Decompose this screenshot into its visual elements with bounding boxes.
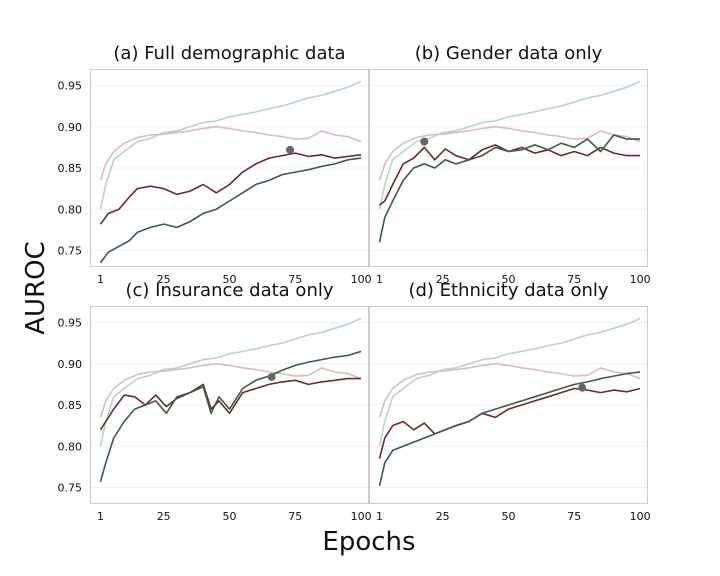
- x-tick-label: 25: [436, 273, 450, 286]
- x-tick-label: 25: [157, 273, 171, 286]
- series-line-dark-green: [378, 134, 641, 243]
- x-tick-label: 100: [630, 510, 651, 523]
- plot-frame: [369, 69, 648, 267]
- series-line-light-pink: [378, 363, 641, 418]
- series-line-dark-green: [378, 371, 641, 486]
- x-tick-label: 50: [502, 510, 516, 523]
- x-axis-label: Epochs: [322, 527, 415, 557]
- x-tick-label: 1: [97, 273, 104, 286]
- panel-4: (d) Ethnicity data only 1 25 50 75 100: [369, 280, 651, 523]
- y-tick-label: 0.85: [58, 162, 83, 175]
- y-axis-label: AUROC: [21, 241, 51, 335]
- series-line-light-pink: [378, 125, 641, 181]
- series-line-light-pink: [99, 125, 362, 181]
- marker-point: [578, 383, 587, 392]
- panels: (a) Full demographic data 0.75 0.80 0.85 0.9…: [58, 43, 651, 523]
- x-tick-label: 1: [376, 510, 383, 523]
- chart-title: (b) Gender data only: [415, 43, 603, 64]
- x-tick-label: 75: [288, 273, 302, 286]
- series-line-dark-red: [379, 144, 641, 206]
- x-tick-label: 75: [567, 273, 581, 286]
- panel-2: (b) Gender data only 1 25 50 75 100: [369, 43, 651, 286]
- series-line-light-green: [99, 317, 362, 447]
- x-tick-label: 100: [630, 273, 651, 286]
- y-tick-label: 0.80: [58, 440, 83, 453]
- series-line-light-pink: [99, 363, 362, 418]
- series-line-light-green: [99, 80, 362, 210]
- y-tick-label: 0.95: [58, 317, 83, 330]
- x-tick-label: 100: [351, 510, 372, 523]
- marker-point: [420, 137, 429, 146]
- y-tick-label: 0.90: [58, 121, 83, 134]
- series-line-dark-green: [99, 350, 362, 482]
- x-tick-label: 75: [567, 510, 581, 523]
- series-line-light-green: [378, 317, 641, 447]
- x-tick-label: 50: [223, 510, 237, 523]
- plot-frame: [90, 306, 369, 504]
- plot-frame: [369, 306, 648, 504]
- x-tick-label: 1: [376, 273, 383, 286]
- y-tick-label: 0.80: [58, 203, 83, 216]
- x-tick-label: 100: [351, 273, 372, 286]
- series-line-dark-green: [99, 157, 362, 264]
- x-tick-label: 25: [436, 510, 450, 523]
- marker-point: [286, 145, 295, 154]
- y-tick-label: 0.95: [58, 80, 83, 93]
- panel-1: (a) Full demographic data 0.75 0.80 0.85 0.9…: [58, 43, 372, 286]
- series-line-dark-red: [378, 387, 641, 459]
- x-tick-label: 50: [502, 273, 516, 286]
- y-tick-label: 0.90: [58, 358, 83, 371]
- marker-point: [267, 372, 276, 381]
- plot-frame: [90, 69, 369, 267]
- chart-title: (c) Insurance data only: [125, 280, 333, 301]
- panel-3: (c) Insurance data only 0.75 0.80 0.85 0.90 0…: [58, 280, 372, 523]
- chart-title: (d) Ethnicity data only: [408, 280, 608, 301]
- x-tick-label: 1: [97, 510, 104, 523]
- x-tick-label: 75: [288, 510, 302, 523]
- y-tick-label: 0.85: [58, 399, 83, 412]
- x-tick-label: 25: [157, 510, 171, 523]
- y-tick-label: 0.75: [58, 245, 83, 258]
- x-tick-label: 50: [223, 273, 237, 286]
- chart-title: (a) Full demographic data: [113, 43, 345, 64]
- series-line-dark-red: [99, 152, 362, 225]
- series-line-light-green: [378, 80, 641, 210]
- y-tick-label: 0.75: [58, 482, 83, 495]
